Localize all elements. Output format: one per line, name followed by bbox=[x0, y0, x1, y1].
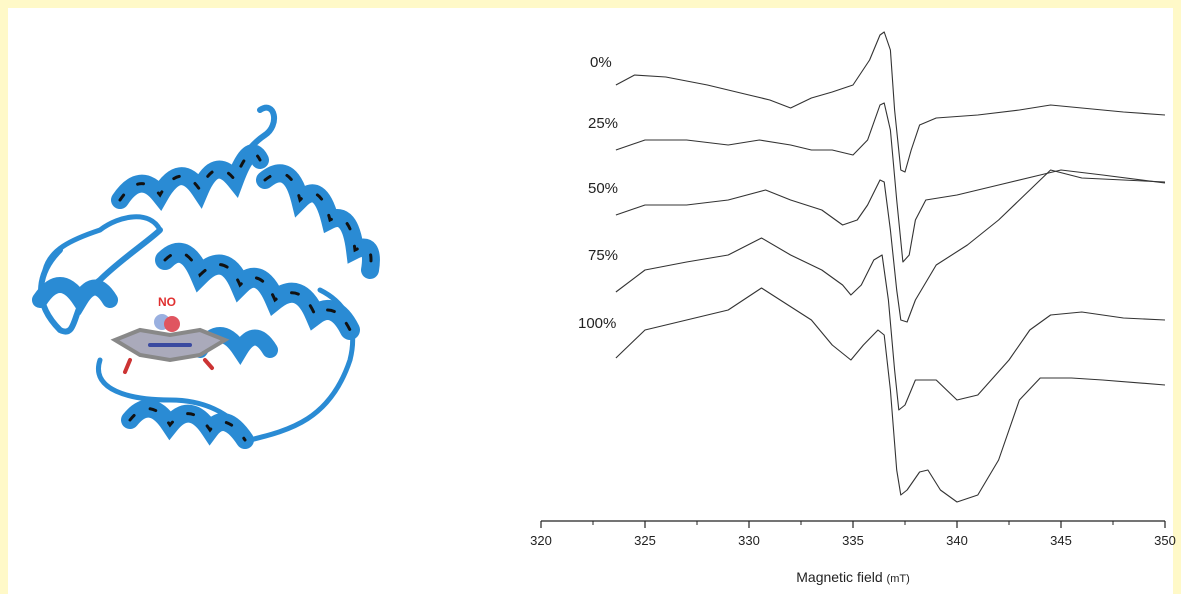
x-tick-label: 340 bbox=[946, 533, 968, 548]
x-tick-label: 350 bbox=[1154, 533, 1176, 548]
series-label: 0% bbox=[590, 54, 612, 71]
x-tick-label: 325 bbox=[634, 533, 656, 548]
x-axis-title: Magnetic field bbox=[796, 569, 882, 585]
series-label: 100% bbox=[578, 315, 616, 332]
x-axis-unit: (mT) bbox=[887, 573, 910, 585]
x-tick-label: 330 bbox=[738, 533, 760, 548]
atom-o bbox=[164, 316, 180, 332]
figure-canvas: NO 320 325 330 335 340 345 350 Magnetic field (… bbox=[0, 0, 1181, 594]
series-label: 25% bbox=[588, 115, 618, 132]
series-label: 75% bbox=[588, 247, 618, 264]
x-tick-label: 335 bbox=[842, 533, 864, 548]
panel bbox=[8, 8, 1173, 594]
ligand-label: NO bbox=[158, 295, 176, 309]
x-tick-label: 320 bbox=[530, 533, 552, 548]
helix bbox=[40, 285, 110, 300]
figure: NO 320 325 330 335 340 345 350 Magnetic field (… bbox=[0, 0, 1181, 594]
x-tick-label: 345 bbox=[1050, 533, 1072, 548]
series-label: 50% bbox=[588, 180, 618, 197]
